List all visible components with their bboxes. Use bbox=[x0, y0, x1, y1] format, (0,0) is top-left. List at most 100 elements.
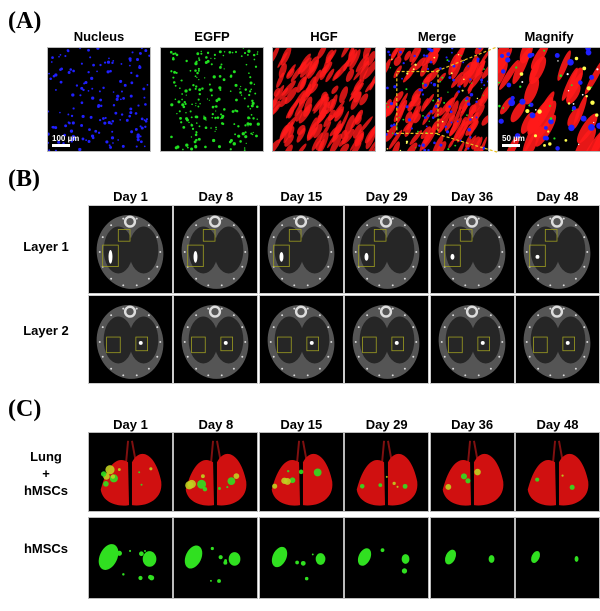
hmsc-cluster bbox=[378, 483, 383, 488]
hgf-mark bbox=[386, 99, 392, 113]
cell-mark bbox=[81, 137, 85, 141]
hmsc-cluster bbox=[396, 485, 399, 488]
rib bbox=[528, 355, 531, 358]
egfp-mark bbox=[234, 83, 238, 87]
rib bbox=[489, 277, 492, 280]
cell-mark bbox=[480, 81, 483, 84]
rib bbox=[404, 277, 407, 280]
egfp-mark bbox=[240, 55, 243, 58]
cell-mark bbox=[570, 84, 573, 87]
cell-mark bbox=[549, 117, 553, 120]
cell-mark bbox=[98, 118, 102, 122]
rib bbox=[233, 224, 236, 227]
cell-mark bbox=[392, 132, 394, 134]
cell-mark bbox=[555, 146, 560, 151]
egfp-mark bbox=[229, 90, 232, 93]
rib bbox=[147, 367, 150, 370]
cell-mark bbox=[89, 115, 93, 119]
cell-mark bbox=[91, 87, 94, 90]
hgf-mark bbox=[421, 98, 429, 112]
panel-a-label: (A) bbox=[8, 8, 42, 34]
cell-mark bbox=[72, 137, 76, 141]
cell-mark bbox=[544, 136, 549, 141]
day-label: Day 8 bbox=[198, 189, 234, 204]
rib bbox=[412, 355, 415, 358]
cell-mark bbox=[120, 62, 123, 65]
egfp-mark bbox=[184, 102, 187, 106]
scale-bar-line bbox=[502, 144, 520, 147]
egfp-mark bbox=[188, 88, 192, 91]
hgf-mark bbox=[391, 141, 400, 151]
cell-mark bbox=[508, 99, 516, 107]
hmsc-render bbox=[429, 517, 515, 599]
cell-signal bbox=[480, 340, 485, 345]
ct-slice bbox=[344, 295, 430, 384]
rib bbox=[415, 250, 418, 253]
cell-mark bbox=[128, 114, 131, 118]
hgf-mark bbox=[527, 96, 554, 135]
egfp-mark bbox=[254, 65, 258, 68]
hmsc-cluster bbox=[211, 546, 215, 551]
cell-mark bbox=[444, 125, 448, 129]
egfp-mark bbox=[212, 75, 216, 79]
hgf-mark bbox=[396, 104, 406, 124]
egfp-mark bbox=[256, 51, 259, 53]
hmsc-cluster bbox=[149, 467, 153, 471]
lung-right bbox=[302, 453, 333, 506]
cell-mark bbox=[91, 136, 95, 140]
cell-mark bbox=[406, 72, 409, 75]
egfp-mark bbox=[197, 69, 200, 72]
rib bbox=[463, 284, 466, 287]
rib bbox=[357, 236, 360, 239]
cell-mark bbox=[144, 49, 148, 53]
rib bbox=[195, 367, 198, 370]
egfp-mark bbox=[237, 125, 240, 128]
hgf-mark bbox=[395, 92, 408, 115]
cell-mark bbox=[533, 134, 538, 138]
rib bbox=[327, 355, 330, 358]
rib bbox=[241, 355, 244, 358]
cell-mark bbox=[439, 143, 443, 147]
egfp-mark bbox=[220, 122, 223, 124]
hgf-mark bbox=[359, 60, 370, 82]
cell-mark bbox=[571, 105, 577, 111]
hgf-mark bbox=[421, 48, 438, 67]
lung-right bbox=[473, 453, 503, 506]
roi-box bbox=[477, 336, 490, 352]
hgf-mark bbox=[334, 123, 343, 136]
rib bbox=[110, 314, 113, 317]
cell-signal bbox=[138, 340, 143, 345]
cell-mark bbox=[432, 83, 437, 87]
hgf-mark bbox=[273, 87, 281, 97]
cell-mark bbox=[572, 103, 575, 105]
rib bbox=[233, 277, 236, 280]
rib bbox=[443, 236, 446, 239]
cell-mark bbox=[441, 76, 444, 79]
hgf-mark bbox=[284, 134, 294, 147]
hmsc-cluster bbox=[402, 483, 408, 489]
hgf-mark bbox=[315, 140, 323, 151]
egfp-mark bbox=[184, 89, 188, 93]
cell-mark bbox=[54, 149, 57, 151]
egfp-mark bbox=[248, 93, 251, 97]
egfp-mark bbox=[250, 132, 253, 135]
cell-mark bbox=[420, 88, 424, 92]
egfp-mark bbox=[234, 109, 237, 112]
hgf-mark bbox=[468, 115, 479, 137]
egfp-mark bbox=[185, 143, 189, 147]
hgf-mark bbox=[303, 106, 311, 117]
egfp-mark bbox=[234, 50, 238, 54]
cell-mark bbox=[547, 130, 550, 133]
rib bbox=[528, 326, 531, 329]
egfp-mark bbox=[249, 81, 253, 85]
cell-mark bbox=[447, 91, 449, 93]
rib bbox=[98, 250, 101, 253]
hgf-mark bbox=[352, 124, 362, 139]
cell-mark bbox=[386, 102, 388, 105]
cell-mark bbox=[120, 113, 124, 116]
cell-mark bbox=[596, 122, 600, 129]
spine bbox=[465, 215, 478, 228]
lung-right bbox=[470, 226, 500, 274]
lung-right bbox=[214, 316, 244, 364]
hgf-mark bbox=[386, 125, 397, 142]
